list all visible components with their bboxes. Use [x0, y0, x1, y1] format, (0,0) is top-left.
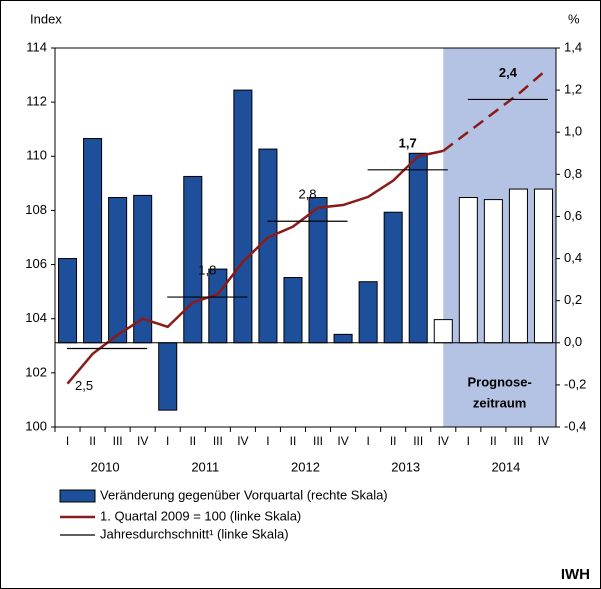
x-tick-label: IV	[237, 434, 248, 448]
x-tick-label: III	[113, 434, 123, 448]
y2-tick-label: 0,0	[564, 334, 582, 349]
bar	[283, 277, 303, 344]
y2-tick-label: 0,8	[564, 166, 582, 181]
bar	[83, 138, 103, 344]
annual-growth-label: 2,8	[298, 187, 316, 202]
y2-tick-label: 0,6	[564, 208, 582, 223]
bar	[458, 196, 478, 344]
x-tick-label: III	[513, 434, 523, 448]
annual-growth-label: 2,4	[499, 65, 518, 80]
plot-border	[54, 47, 557, 428]
year-label: 2012	[291, 459, 320, 474]
bar	[208, 268, 228, 344]
x-tick-label: IV	[438, 434, 449, 448]
bar	[108, 196, 128, 344]
year-label: 2011	[191, 459, 219, 474]
bar	[258, 148, 278, 344]
x-tick-label: I	[66, 434, 69, 448]
bar	[183, 175, 203, 344]
x-tick-label: III	[313, 434, 323, 448]
x-tick-label: IV	[137, 434, 148, 448]
source: IWH	[561, 566, 590, 583]
x-tick-label: I	[366, 434, 369, 448]
x-tick-label: I	[166, 434, 169, 448]
y-tick-label: 106	[25, 256, 47, 271]
annual-growth-label: 2,5	[75, 378, 93, 393]
bar	[533, 188, 553, 344]
x-tick-label: II	[390, 434, 397, 448]
x-tick-label: III	[413, 434, 423, 448]
bar	[58, 258, 78, 344]
bar	[383, 211, 403, 344]
x-tick-label: I	[266, 434, 269, 448]
x-tick-label: IV	[538, 434, 549, 448]
bar	[333, 333, 353, 344]
bar	[508, 188, 528, 344]
annual-growth-label: 1,8	[198, 262, 216, 277]
y2-axis-title: %	[568, 11, 580, 26]
legend-label: 1. Quartal 2009 = 100 (linke Skala)	[100, 508, 301, 523]
x-tick-label: II	[89, 434, 96, 448]
y2-tick-label: 0,2	[564, 292, 582, 307]
y-tick-label: 104	[25, 310, 47, 325]
y-tick-label: 100	[25, 418, 47, 433]
y-axis-title: Index	[30, 11, 62, 26]
x-tick-label: II	[290, 434, 297, 448]
y2-tick-label: 1,2	[564, 82, 582, 97]
x-tick-label: III	[213, 434, 223, 448]
y-tick-label: 108	[25, 202, 47, 217]
y2-tick-label: 0,4	[564, 250, 582, 265]
y2-tick-label: -0,2	[564, 376, 586, 391]
legend-swatch	[59, 489, 96, 503]
forecast-label: Prognose-	[467, 374, 531, 389]
y-tick-label: 112	[26, 94, 47, 109]
bar	[308, 196, 328, 344]
year-label: 2014	[491, 459, 520, 474]
bar	[433, 319, 453, 344]
bar	[408, 152, 428, 344]
y2-tick-label: 1,0	[564, 124, 582, 139]
y-tick-label: 110	[26, 148, 47, 163]
y2-tick-label: -0,4	[564, 418, 586, 433]
legend-label: Jahresdurchschnitt¹ (linke Skala)	[100, 526, 289, 541]
bar	[358, 281, 378, 344]
forecast-label: zeitraum	[473, 395, 526, 410]
x-tick-label: IV	[337, 434, 348, 448]
line	[66, 149, 444, 385]
bar	[233, 89, 253, 344]
bar	[158, 342, 178, 411]
x-tick-label: I	[467, 434, 470, 448]
y-tick-label: 114	[26, 39, 47, 54]
year-label: 2013	[391, 459, 420, 474]
line	[442, 71, 545, 152]
legend-label: Veränderung gegenüber Vorquartal (rechte…	[100, 487, 388, 502]
year-label: 2010	[91, 459, 120, 474]
x-tick-label: II	[490, 434, 497, 448]
y-tick-label: 102	[25, 364, 47, 379]
annual-growth-label: 1,7	[399, 135, 417, 150]
bar	[483, 199, 503, 344]
x-tick-label: II	[189, 434, 196, 448]
y2-tick-label: 1,4	[564, 39, 582, 54]
